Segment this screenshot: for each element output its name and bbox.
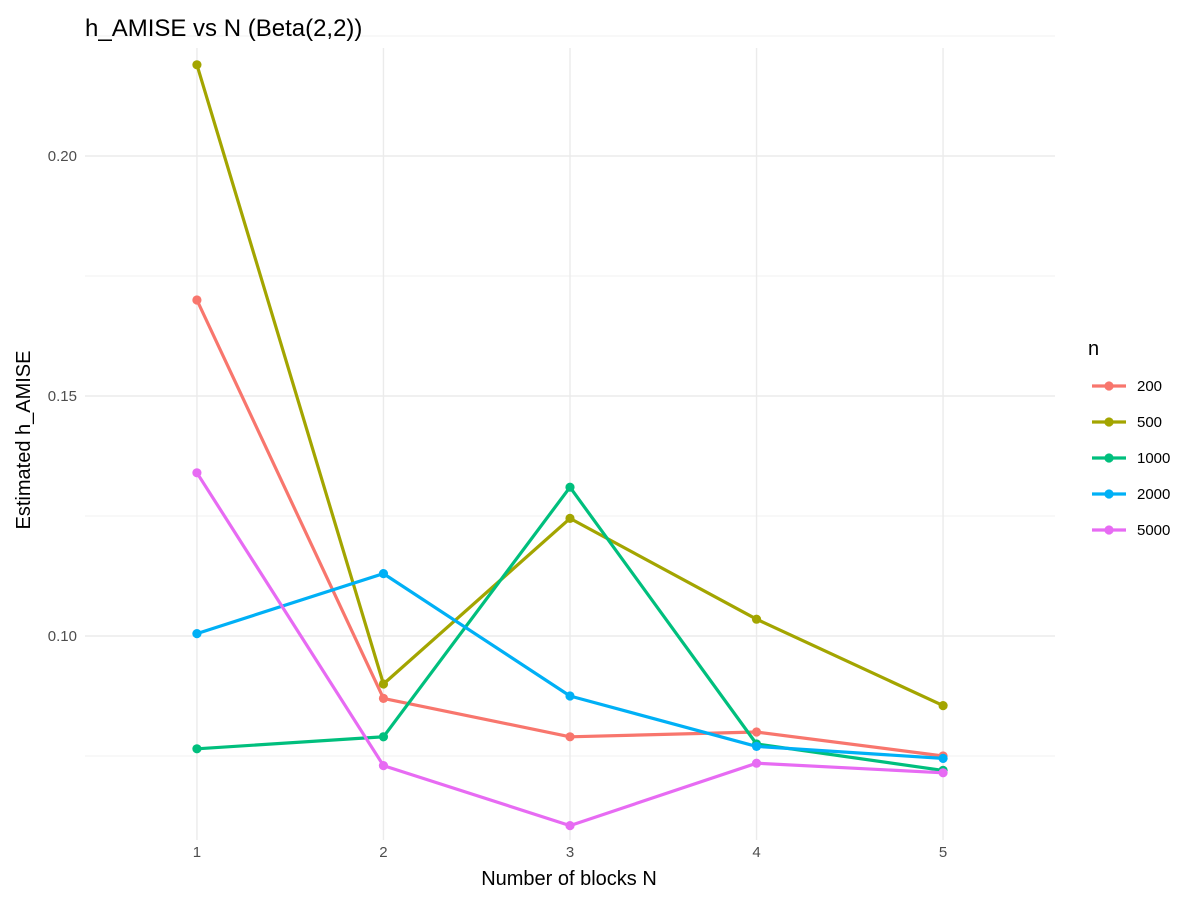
data-point: [565, 821, 575, 831]
series-2000: [192, 569, 948, 764]
data-point: [192, 60, 202, 70]
data-point: [378, 569, 389, 579]
legend-item-5000: 5000: [1092, 522, 1170, 539]
data-point: [192, 295, 202, 305]
legend-item-500: 500: [1092, 414, 1162, 431]
data-point: [938, 768, 948, 778]
series-layer: [192, 60, 948, 831]
x-tick-label: 4: [752, 844, 760, 861]
legend-key-point: [1104, 453, 1114, 463]
x-tick-label: 3: [566, 844, 574, 861]
x-tick-label: 5: [939, 844, 947, 861]
data-point: [565, 732, 575, 742]
data-point: [192, 468, 202, 478]
legend-label: 1000: [1137, 450, 1170, 467]
data-point: [192, 629, 202, 639]
data-point: [751, 758, 762, 768]
legend-label: 200: [1137, 378, 1162, 395]
x-tick-label: 1: [193, 844, 201, 861]
data-point: [378, 693, 389, 704]
series-5000: [192, 468, 948, 831]
legend-item-2000: 2000: [1092, 486, 1170, 503]
data-point: [565, 691, 575, 701]
data-point: [938, 753, 948, 764]
data-point: [378, 679, 389, 689]
data-point: [751, 727, 762, 737]
y-tick-label: 0.15: [48, 388, 77, 405]
x-tick-label: 2: [379, 844, 387, 861]
data-point: [565, 482, 575, 492]
legend-title: n: [1088, 338, 1099, 360]
legend-label: 500: [1137, 414, 1162, 431]
legend-label: 5000: [1137, 522, 1170, 539]
data-point: [378, 761, 389, 771]
legend-key-point: [1104, 417, 1114, 427]
legend-item-1000: 1000: [1092, 450, 1170, 467]
legend-key-point: [1104, 525, 1114, 535]
data-point: [192, 744, 202, 754]
y-tick-label: 0.20: [48, 148, 77, 165]
data-point: [751, 741, 762, 752]
data-point: [751, 614, 762, 624]
legend-item-200: 200: [1092, 378, 1162, 395]
chart-title: h_AMISE vs N (Beta(2,2)): [85, 15, 362, 42]
y-axis-title: Estimated h_AMISE: [13, 351, 35, 530]
legend: n 200 500 1000 2000 5000: [1088, 338, 1170, 539]
axes: 0.10 0.15 0.20 1 2 3 4 5: [48, 148, 947, 861]
grid: [85, 35, 1055, 840]
legend-label: 2000: [1137, 486, 1170, 503]
y-tick-label: 0.10: [48, 628, 77, 645]
legend-key-point: [1104, 489, 1114, 499]
x-axis-title: Number of blocks N: [481, 868, 657, 890]
series-500: [192, 60, 948, 711]
series-200: [192, 295, 948, 761]
data-point: [938, 701, 948, 711]
legend-key-point: [1104, 381, 1114, 391]
data-point: [378, 732, 389, 742]
data-point: [565, 513, 575, 524]
